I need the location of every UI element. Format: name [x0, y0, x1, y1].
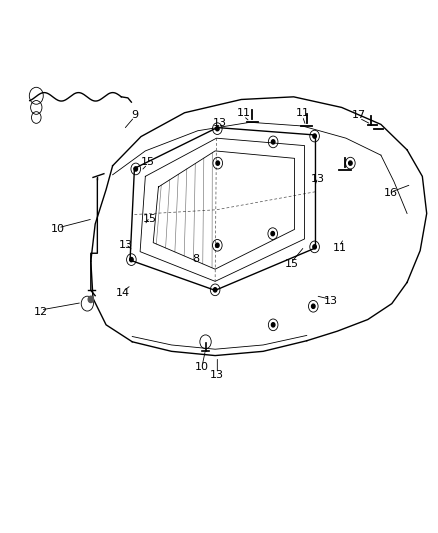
- Circle shape: [215, 126, 219, 131]
- Text: 15: 15: [284, 259, 298, 269]
- Text: 13: 13: [118, 240, 132, 251]
- Circle shape: [213, 288, 216, 292]
- Text: 11: 11: [236, 108, 250, 118]
- Text: 15: 15: [142, 214, 156, 224]
- Text: 15: 15: [140, 157, 154, 166]
- Circle shape: [129, 257, 133, 262]
- Circle shape: [348, 161, 351, 165]
- Text: 13: 13: [310, 174, 324, 184]
- Text: 13: 13: [323, 296, 337, 306]
- Text: 9: 9: [131, 110, 138, 120]
- Circle shape: [134, 167, 137, 171]
- Circle shape: [88, 296, 93, 303]
- Circle shape: [270, 231, 274, 236]
- Text: 14: 14: [115, 288, 129, 298]
- Circle shape: [311, 304, 314, 309]
- Circle shape: [215, 243, 219, 247]
- Circle shape: [312, 134, 316, 138]
- Text: 16: 16: [383, 188, 396, 198]
- Text: 17: 17: [351, 110, 365, 120]
- Circle shape: [271, 322, 274, 327]
- Text: 8: 8: [191, 254, 198, 263]
- Text: 12: 12: [34, 306, 48, 317]
- Circle shape: [271, 140, 274, 144]
- Text: 11: 11: [332, 243, 346, 253]
- Text: 10: 10: [194, 362, 208, 372]
- Text: 13: 13: [212, 118, 226, 128]
- Text: 13: 13: [210, 370, 224, 380]
- Circle shape: [215, 161, 219, 165]
- Text: 10: 10: [51, 224, 65, 235]
- Text: 11: 11: [295, 108, 309, 118]
- Circle shape: [312, 245, 316, 249]
